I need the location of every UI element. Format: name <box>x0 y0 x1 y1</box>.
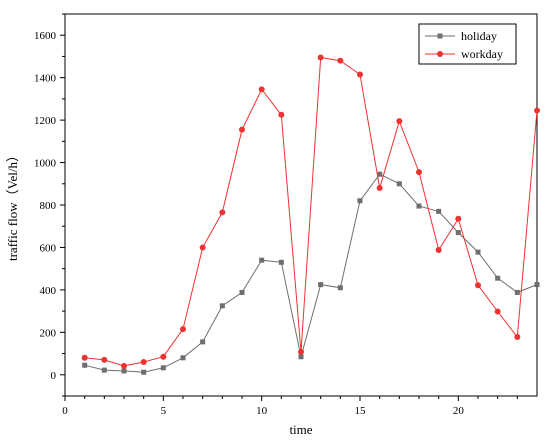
plot-frame <box>64 13 538 397</box>
x-axis-title: time <box>289 422 312 437</box>
data-point-holiday <box>239 289 245 295</box>
data-point-holiday <box>455 230 461 236</box>
data-point-workday <box>121 362 127 369</box>
data-point-workday <box>357 71 363 78</box>
y-tick-label: 400 <box>40 285 57 297</box>
y-tick-label: 1400 <box>34 73 57 85</box>
legend-box <box>418 23 517 65</box>
data-point-workday <box>475 282 481 289</box>
y-tick-label: 800 <box>40 200 57 212</box>
data-point-holiday <box>377 171 383 177</box>
data-point-holiday <box>82 362 88 368</box>
data-point-workday <box>160 353 167 360</box>
x-tick-label: 0 <box>62 405 68 417</box>
data-point-workday <box>258 86 265 93</box>
x-tick-label: 15 <box>355 405 367 417</box>
legend-holiday-label: holiday <box>461 29 497 43</box>
data-point-holiday <box>495 275 501 281</box>
data-point-workday <box>337 57 344 64</box>
data-point-workday <box>81 354 88 361</box>
data-point-holiday <box>259 257 265 263</box>
data-point-holiday <box>416 203 422 209</box>
y-axis-title: traffic flow（Vel/h） <box>5 149 20 261</box>
data-point-holiday <box>318 282 324 288</box>
data-point-workday <box>140 359 147 366</box>
data-point-workday <box>494 308 501 315</box>
data-point-holiday <box>160 365 166 371</box>
data-point-workday <box>317 54 324 61</box>
data-point-holiday <box>278 259 284 265</box>
data-point-workday <box>278 111 285 118</box>
data-point-holiday <box>180 355 186 361</box>
data-point-workday <box>396 118 403 125</box>
y-tick-label: 0 <box>51 370 57 382</box>
data-point-holiday <box>337 285 343 291</box>
y-tick-label: 200 <box>40 327 57 339</box>
data-point-holiday <box>200 339 206 345</box>
data-point-workday <box>514 334 521 341</box>
y-tick-label: 1600 <box>34 30 57 42</box>
legend: holiday workday <box>418 23 517 65</box>
y-tick-label: 600 <box>40 242 57 254</box>
series-layer <box>81 54 540 375</box>
x-tick-label: 20 <box>453 405 465 417</box>
data-point-workday <box>455 215 462 222</box>
data-point-holiday <box>219 303 225 309</box>
data-point-workday <box>376 185 383 192</box>
y-tick-label: 1000 <box>34 158 57 170</box>
x-axis-ticks: 0 5 10 15 20 <box>62 396 518 417</box>
data-point-holiday <box>475 249 481 255</box>
data-point-workday <box>101 356 108 363</box>
y-axis-ticks: 0 200 400 600 800 1000 1200 1400 1600 <box>34 13 65 397</box>
series-line-holiday <box>84 173 538 373</box>
data-point-holiday <box>357 198 363 204</box>
legend-holiday-marker <box>437 33 443 39</box>
data-point-workday <box>298 348 304 355</box>
legend-workday-label: workday <box>461 47 503 61</box>
data-point-workday <box>239 126 245 133</box>
data-point-workday <box>534 107 540 114</box>
data-point-holiday <box>121 368 127 374</box>
data-point-holiday <box>514 289 520 295</box>
data-point-holiday <box>101 367 107 373</box>
x-tick-label: 10 <box>256 405 268 417</box>
data-point-workday <box>180 326 186 333</box>
series-line-workday <box>84 56 538 367</box>
data-point-holiday <box>396 181 402 187</box>
data-point-holiday <box>141 369 147 375</box>
data-point-holiday <box>436 208 442 214</box>
data-point-workday <box>199 244 206 251</box>
data-point-workday <box>416 169 422 176</box>
data-point-holiday <box>534 282 540 288</box>
y-tick-label: 1200 <box>34 115 57 127</box>
data-point-workday <box>219 209 226 216</box>
legend-workday-marker <box>437 51 443 57</box>
x-tick-label: 5 <box>161 405 167 417</box>
data-point-workday <box>435 246 442 253</box>
data-point-holiday <box>298 354 304 360</box>
